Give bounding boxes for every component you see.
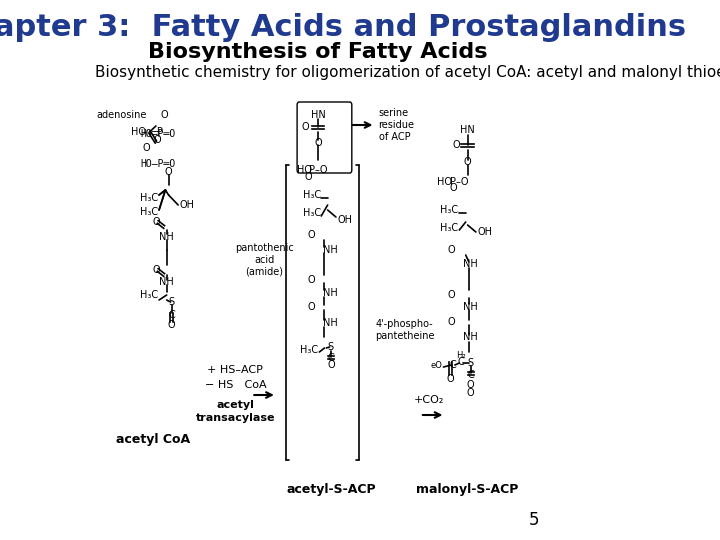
Text: HN: HN [460, 125, 475, 135]
Text: C: C [467, 370, 474, 380]
Text: O: O [467, 380, 474, 390]
Text: HO‒P═O: HO‒P═O [140, 159, 175, 169]
Text: + HS–ACP: + HS–ACP [207, 365, 264, 375]
Text: 4'-phospho-
pantetheine: 4'-phospho- pantetheine [375, 319, 435, 341]
Text: NH: NH [159, 232, 174, 242]
Text: S: S [468, 358, 474, 368]
Text: H₃C: H₃C [140, 207, 158, 217]
Text: H₃C: H₃C [440, 223, 458, 233]
Text: adenosine: adenosine [96, 110, 146, 120]
Text: acetyl: acetyl [217, 400, 254, 410]
Text: H₃C: H₃C [300, 345, 318, 355]
Text: O: O [308, 230, 315, 240]
Text: O: O [448, 290, 456, 300]
Text: H₃C: H₃C [303, 208, 321, 218]
Text: acetyl-S-ACP: acetyl-S-ACP [286, 483, 376, 496]
Text: transacylase: transacylase [196, 413, 275, 423]
Text: S: S [328, 342, 334, 352]
Text: S: S [168, 297, 175, 307]
Text: − HS CoA: − HS CoA [204, 380, 266, 390]
Text: P–O: P–O [309, 165, 328, 175]
Text: H₂: H₂ [456, 350, 466, 360]
Text: NH: NH [323, 245, 338, 255]
Text: O: O [308, 275, 315, 285]
Text: H₃C: H₃C [440, 205, 458, 215]
Text: malonyl-S-ACP: malonyl-S-ACP [416, 483, 519, 496]
Text: NH: NH [464, 259, 478, 269]
Text: O: O [448, 245, 456, 255]
Text: NH: NH [159, 277, 174, 287]
Text: O: O [161, 110, 168, 120]
Text: O: O [152, 217, 160, 227]
Text: HO: HO [131, 127, 146, 137]
Text: pantothenic
acid
(amide): pantothenic acid (amide) [235, 244, 293, 276]
Text: O: O [305, 172, 312, 182]
Text: O: O [165, 167, 172, 177]
Text: HO: HO [297, 165, 312, 175]
Text: O: O [327, 360, 335, 370]
Text: O: O [467, 388, 474, 398]
Text: NH: NH [464, 302, 478, 312]
Text: O: O [153, 135, 161, 145]
Text: eO: eO [431, 361, 442, 369]
Text: Biosynthesis of Fatty Acids: Biosynthesis of Fatty Acids [148, 42, 488, 62]
Text: O: O [315, 138, 322, 148]
Text: Biosynthetic chemistry for oligomerization of acetyl CoA: acetyl and malonyl thi: Biosynthetic chemistry for oligomerizati… [96, 64, 720, 79]
Text: ─P: ─P [150, 127, 163, 137]
Text: serine
residue
of ACP: serine residue of ACP [379, 109, 415, 141]
Text: C: C [168, 310, 175, 320]
Text: +CO₂: +CO₂ [414, 395, 445, 405]
Text: O: O [449, 183, 456, 193]
Text: HO: HO [437, 177, 451, 187]
Text: O: O [464, 157, 472, 167]
Text: O: O [453, 140, 461, 150]
Text: O: O [446, 374, 454, 384]
Text: Chapter 3:  Fatty Acids and Prostaglandins: Chapter 3: Fatty Acids and Prostaglandin… [0, 14, 686, 43]
Text: NH: NH [323, 288, 338, 298]
Text: OH: OH [179, 200, 194, 210]
Text: H₃C: H₃C [140, 290, 158, 300]
Text: C: C [328, 353, 334, 363]
Text: O: O [448, 317, 456, 327]
Text: P–O: P–O [450, 177, 469, 187]
Text: HO‒P═O: HO‒P═O [140, 129, 175, 139]
Text: H₃C: H₃C [140, 193, 158, 203]
Text: HN: HN [311, 110, 325, 120]
Text: acetyl CoA: acetyl CoA [116, 434, 190, 447]
Text: NH: NH [323, 318, 338, 328]
Text: H₃C: H₃C [303, 190, 321, 200]
Text: O: O [308, 302, 315, 312]
Text: OH: OH [337, 215, 352, 225]
Text: C: C [449, 360, 456, 370]
Text: O: O [152, 265, 160, 275]
Text: O: O [302, 122, 309, 132]
Text: NH: NH [464, 332, 478, 342]
FancyBboxPatch shape [297, 102, 352, 173]
Text: O: O [143, 143, 150, 153]
Text: C: C [458, 357, 464, 367]
Text: OH: OH [477, 227, 492, 237]
Text: 5: 5 [529, 511, 540, 529]
Text: O: O [168, 320, 176, 330]
